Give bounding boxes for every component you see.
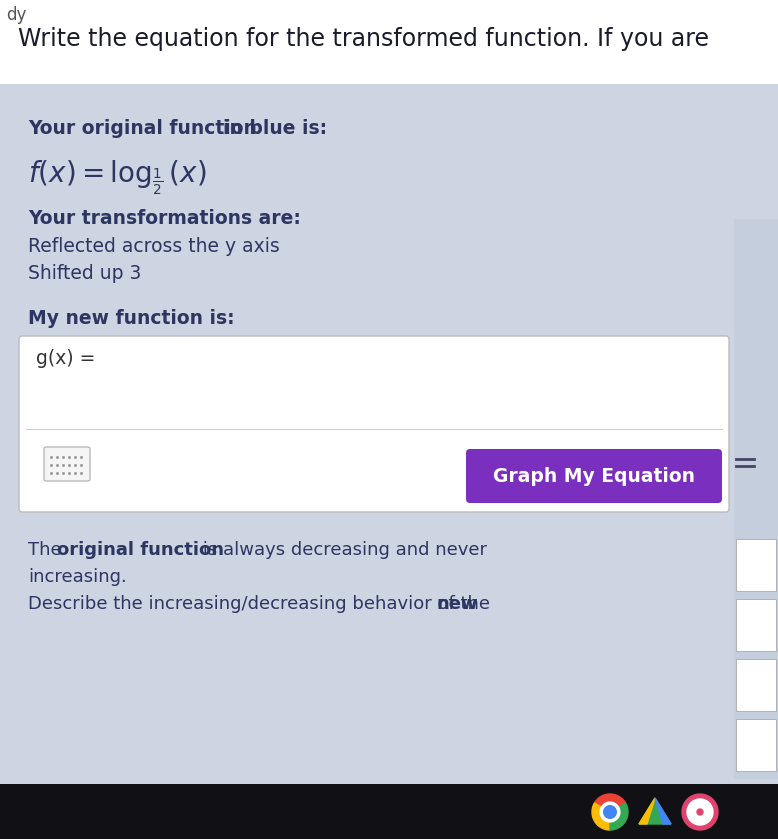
Text: is always decreasing and never: is always decreasing and never <box>197 541 487 559</box>
Polygon shape <box>639 798 655 824</box>
FancyBboxPatch shape <box>736 659 776 711</box>
Text: Your original function: Your original function <box>28 119 264 138</box>
Circle shape <box>687 799 713 825</box>
FancyBboxPatch shape <box>736 599 776 651</box>
Text: Your transformations are:: Your transformations are: <box>28 209 301 228</box>
Circle shape <box>697 809 703 815</box>
Circle shape <box>600 802 620 822</box>
Polygon shape <box>655 798 671 824</box>
Text: dy: dy <box>6 6 26 24</box>
Text: Shifted up 3: Shifted up 3 <box>28 264 142 283</box>
FancyBboxPatch shape <box>736 539 776 591</box>
FancyBboxPatch shape <box>44 447 90 481</box>
Text: The: The <box>28 541 68 559</box>
Text: Reflected across the y axis: Reflected across the y axis <box>28 237 280 256</box>
Polygon shape <box>610 803 628 830</box>
Text: $f(x) = \log_{\frac{1}{2}}(x)$: $f(x) = \log_{\frac{1}{2}}(x)$ <box>28 159 206 197</box>
FancyBboxPatch shape <box>0 784 778 839</box>
Text: new: new <box>437 595 478 613</box>
Text: original function: original function <box>57 541 224 559</box>
Text: g(x) =: g(x) = <box>36 349 96 368</box>
Polygon shape <box>592 803 610 830</box>
FancyBboxPatch shape <box>736 719 776 771</box>
Text: Describe the increasing/decreasing behavior of the: Describe the increasing/decreasing behav… <box>28 595 496 613</box>
Circle shape <box>682 794 718 830</box>
Text: increasing.: increasing. <box>28 568 127 586</box>
Text: in blue is:: in blue is: <box>223 119 327 138</box>
Polygon shape <box>594 794 626 812</box>
FancyBboxPatch shape <box>0 0 778 84</box>
Circle shape <box>604 805 616 818</box>
Text: My new function is:: My new function is: <box>28 309 235 328</box>
FancyBboxPatch shape <box>19 336 729 512</box>
FancyBboxPatch shape <box>466 449 722 503</box>
Text: Write the equation for the transformed function. If you are: Write the equation for the transformed f… <box>18 27 709 51</box>
Text: Graph My Equation: Graph My Equation <box>493 466 695 486</box>
FancyBboxPatch shape <box>734 219 778 779</box>
Polygon shape <box>639 798 671 824</box>
